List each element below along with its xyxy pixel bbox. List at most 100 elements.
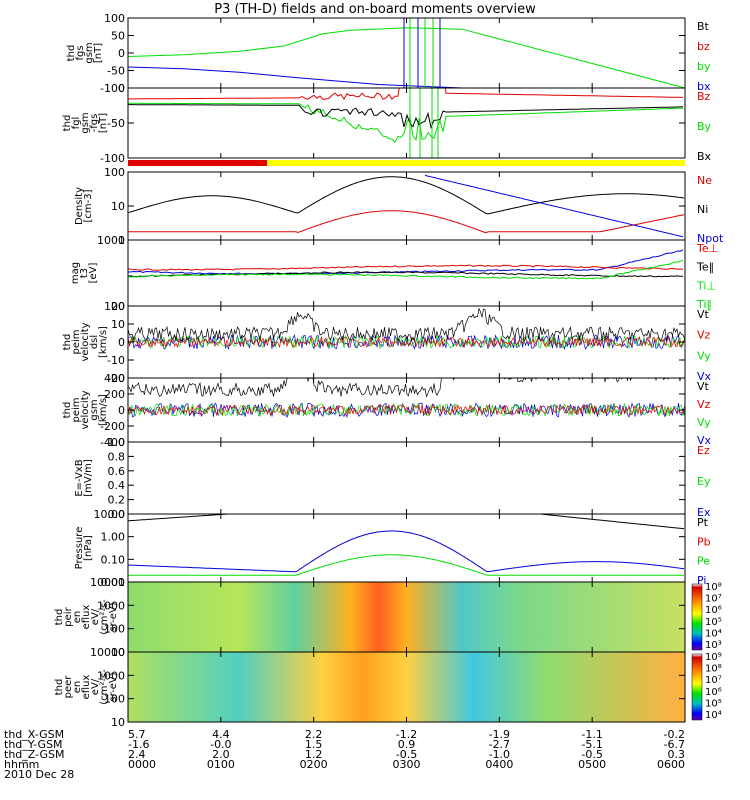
x-axis-value: -2.7 [489, 738, 510, 751]
y-tick-label: 0 [118, 47, 125, 60]
colorbar-label: 10⁷ [705, 594, 722, 605]
y-axis-label: Density [74, 187, 85, 225]
x-axis-row-label: thd_Y-GSM [4, 738, 63, 751]
y-tick-label: 0.0 [108, 508, 126, 521]
y-tick-label: -50 [107, 65, 125, 78]
y-tick-label: 400 [104, 372, 125, 385]
y-axis-label: [km/s] [98, 394, 109, 426]
y-tick-label: -20 [107, 372, 125, 385]
legend-label: Te⊥ [696, 242, 718, 255]
y-axis-label: en [72, 611, 83, 624]
x-axis-row-label: thd_X-GSM [4, 728, 64, 741]
y-axis-label: eflux [81, 675, 92, 700]
plot-area-velocity2 [128, 378, 685, 419]
legend-label: Vt [697, 308, 710, 321]
legend-label: Vt [697, 380, 710, 393]
y-axis-label: thd [54, 609, 65, 626]
y-tick-label: 100 [104, 300, 125, 313]
plot-area-fgl [128, 88, 684, 158]
y-axis-label: (cm²-s- [99, 669, 110, 705]
series-Pe [128, 554, 684, 576]
y-tick-label: 0.2 [108, 494, 126, 507]
y-tick-label: 200 [104, 388, 125, 401]
y-axis-label: thd [62, 402, 73, 419]
legend-label: bx [697, 80, 711, 93]
y-tick-label: 0.4 [108, 479, 126, 492]
y-tick-label: 0.8 [108, 450, 126, 463]
y-axis-label: [cm-3] [83, 189, 94, 222]
colorbar-label: 10⁹ [705, 652, 722, 663]
x-axis-value: -0.5 [396, 748, 417, 761]
series-Vt [128, 307, 685, 342]
y-axis-label: dsl [89, 335, 100, 349]
y-tick-label: 1.00 [101, 531, 126, 544]
colorbar [691, 653, 703, 721]
colorbar-label: 10⁵ [705, 698, 722, 709]
series-Ti [128, 249, 684, 275]
panel-pressure: 10.00 1.00 0.10 0.01 Pressure[nPa] Pt Pb Pe Pi [74, 508, 711, 589]
colorbar-label: 10⁴ [705, 628, 722, 639]
y-axis-label: t3 [79, 268, 90, 278]
y-axis-label: mag [70, 262, 81, 284]
y-axis-label: [mV/m] [83, 459, 94, 497]
y-axis-label: gsm [84, 42, 95, 63]
y-tick-label: 1000 [97, 599, 125, 612]
y-tick-label: 1000 [97, 234, 125, 247]
legend-label: Vy [697, 349, 711, 362]
panel-frame [127, 441, 686, 515]
y-tick-label: -50 [107, 117, 125, 130]
series-line [128, 27, 685, 88]
y-axis-label: gsm [89, 399, 100, 420]
series-Ne [128, 210, 685, 234]
chart-title: P3 (TH-D) fields and on-board moments ov… [214, 2, 536, 17]
x-axis-value: 5.7 [128, 728, 146, 741]
y-tick-label: -10 [107, 354, 125, 367]
colorbar-label: 10⁶ [705, 605, 722, 616]
y-tick-label: 100 [104, 166, 125, 179]
y-axis-label: peim [71, 329, 82, 354]
y-axis-label: thd [66, 45, 77, 62]
y-axis-label: fgl [71, 117, 82, 130]
y-axis-label: E=-VxB [74, 459, 85, 496]
legend-label: bz [697, 40, 710, 53]
series-Ni [128, 176, 685, 215]
x-axis-value: 1.2 [305, 748, 323, 761]
x-axis-value: 0600 [657, 758, 685, 771]
mode-bar-segment [128, 160, 268, 166]
y-tick-label: 10.00 [94, 508, 126, 521]
x-axis-value: 2.4 [128, 748, 146, 761]
y-axis-label: thd [54, 679, 65, 696]
x-axis-value: 2.2 [305, 728, 323, 741]
x-axis-value: -1.0 [489, 748, 510, 761]
y-tick-label: 20 [111, 300, 125, 313]
y-axis-label: [km/s] [98, 326, 109, 358]
x-axis-value: -6.7 [664, 738, 685, 751]
y-tick-label: 50 [111, 30, 125, 43]
y-axis-label: sr-eV) [108, 602, 119, 631]
x-axis-annotation: thd_X-GSM 5.7 4.4 2.2 -1.2 -1.9 -1.1 -0.2 thd_Y-… [4, 728, 685, 781]
plot-area-ionspec [128, 582, 685, 652]
legend-label: Vy [697, 416, 711, 429]
x-axis-value: -5.1 [581, 738, 602, 751]
x-axis-value: -1.2 [396, 728, 417, 741]
plot-area-elspec [128, 652, 685, 722]
legend-label: Te‖ [696, 261, 714, 274]
y-axis-label: (cm²-s- [99, 599, 110, 635]
x-axis-value: 0.3 [668, 748, 686, 761]
y-axis-label: [eV] [88, 263, 99, 284]
y-axis-label: eV/ [90, 608, 101, 625]
colorbar-label: 10⁸ [705, 582, 722, 593]
x-axis-value: 0100 [207, 758, 235, 771]
y-tick-label: 10000 [90, 646, 125, 659]
y-tick-label: 0 [118, 336, 125, 349]
y-tick-label: -200 [100, 420, 125, 433]
y-axis-label: Pressure [74, 527, 85, 570]
legend-label: Ni [697, 203, 708, 216]
panel-ionspec: 10000 1000 100 10 thdpeirenefluxeV/(cm²-s-sr… [54, 576, 722, 659]
panel-efield: 1.00.8 0.60.4 0.20.0 E=-VxB[mV/m] Ez Ey Ex [74, 436, 711, 521]
y-axis-label: gsm [80, 112, 91, 133]
